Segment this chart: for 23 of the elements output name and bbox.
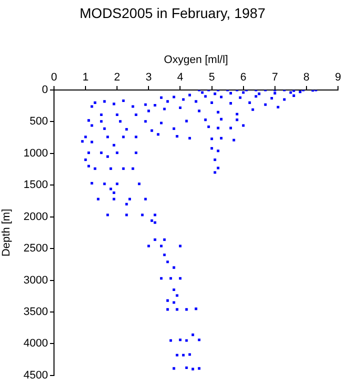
x-tick-label: 4 — [177, 71, 184, 84]
y-tick-label: 3500 — [24, 306, 48, 318]
x-tick-label: 6 — [240, 71, 246, 84]
y-tick-label: 2000 — [24, 210, 48, 223]
x-tick-label: 3 — [146, 71, 152, 84]
y-tick-label: 2500 — [24, 242, 48, 255]
chart-title: MODS2005 in February, 1987 — [80, 4, 266, 21]
x-tick-label: 2 — [114, 71, 120, 84]
y-tick-label: 1000 — [24, 147, 48, 160]
x-tick-label: 0 — [50, 71, 58, 84]
x-tick-label: 1 — [82, 71, 89, 84]
x-tick-label: 5 — [208, 71, 215, 84]
y-axis-title: Depth [m] — [0, 208, 13, 257]
y-tick-label: 4500 — [24, 369, 48, 382]
y-tick-label: 3000 — [24, 274, 48, 286]
x-tick-label: 8 — [303, 71, 310, 84]
y-tick-label: 1500 — [24, 179, 48, 192]
y-tick-label: 4000 — [24, 338, 48, 350]
y-tick-label: 0 — [42, 84, 48, 96]
x-tick-label: 7 — [272, 71, 278, 84]
x-axis-title: Oxygen [ml/l] — [164, 54, 228, 66]
y-tick-label: 500 — [30, 116, 48, 128]
x-tick-label: 9 — [334, 71, 342, 84]
